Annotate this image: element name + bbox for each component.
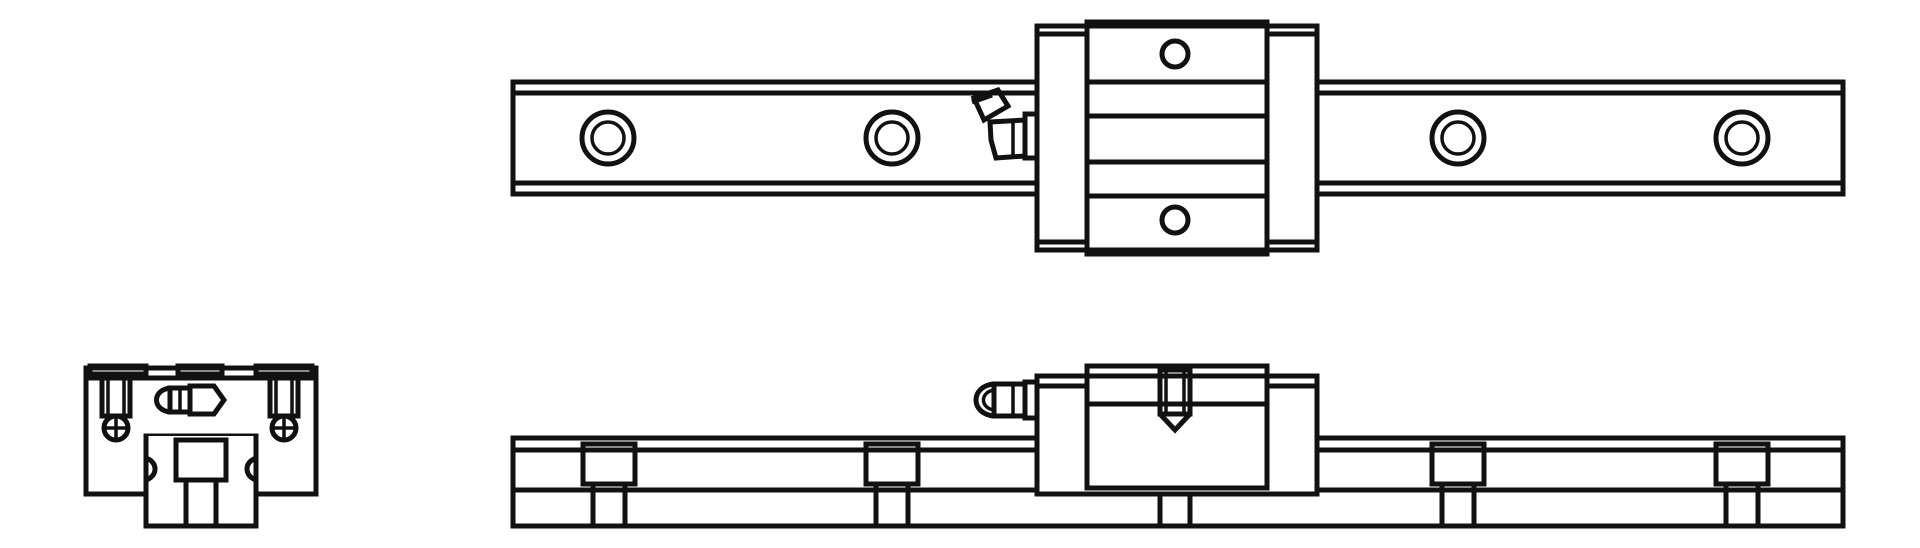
carriage-bolt-hole-bottom: [1159, 204, 1191, 236]
rail-counterbore-4: [1713, 441, 1771, 526]
grease-nipple-top: [970, 87, 1040, 161]
carriage-tapped-hole: [1157, 367, 1193, 434]
side-view: [510, 363, 1846, 529]
rail-mounting-hole-2: [863, 109, 921, 167]
rail-mounting-hole-1: [579, 109, 637, 167]
end-view: [83, 363, 319, 529]
top-view: [510, 19, 1846, 257]
carriage-block-side: [1034, 363, 1320, 497]
grease-nipple-side: [973, 379, 1040, 421]
carriage-bolt-hole-top: [1159, 38, 1191, 70]
rail-counterbore-3: [1429, 441, 1487, 526]
center-bolt-side: [1157, 494, 1193, 526]
rail-counterbore-2: [863, 441, 921, 526]
carriage-block-top: [1034, 19, 1320, 257]
grease-nipple-end: [154, 383, 228, 417]
end-seal-screw-right: [267, 373, 301, 443]
rail-mounting-hole-3: [1429, 109, 1487, 167]
rail-counterbore-1: [580, 441, 638, 526]
end-seal-screw-left: [99, 373, 133, 443]
rail-end-profile: [143, 433, 259, 529]
rail-mounting-hole-4: [1713, 109, 1771, 167]
